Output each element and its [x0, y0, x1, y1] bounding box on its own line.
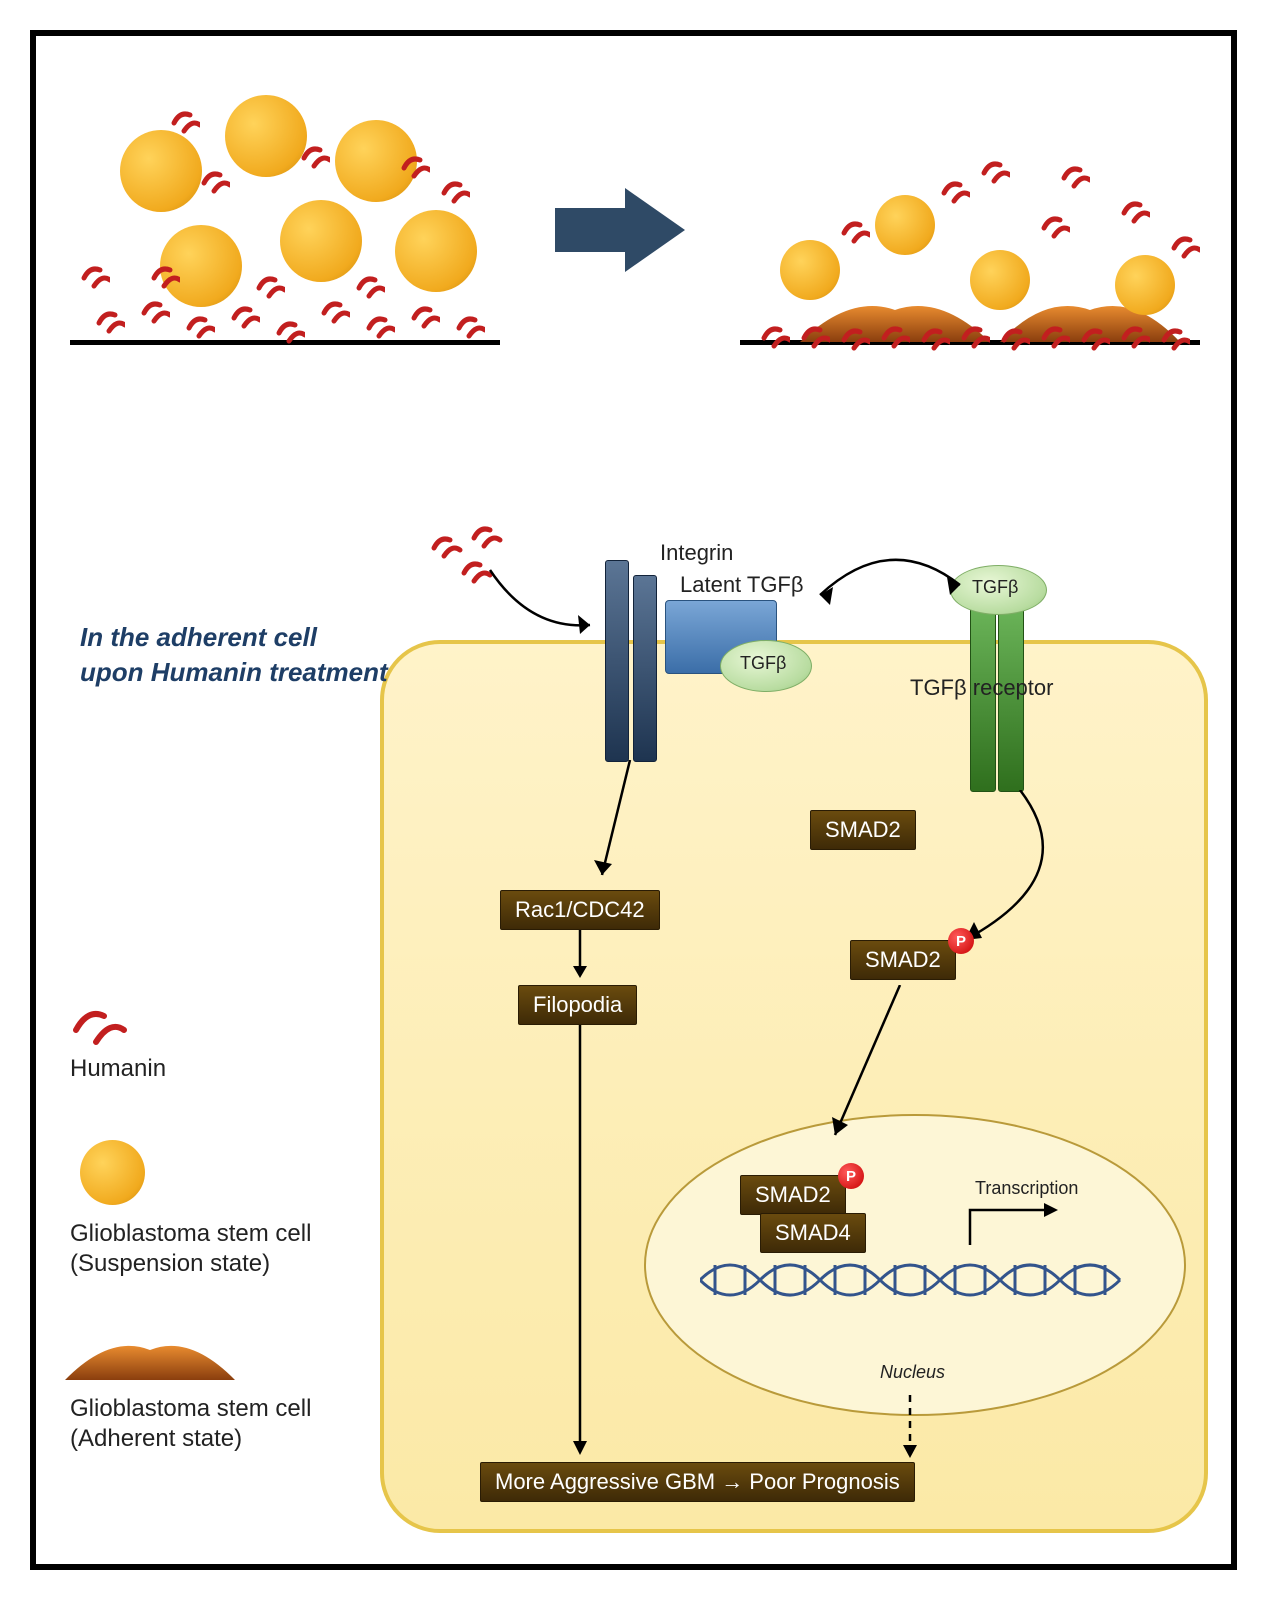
legend-humanin-icon	[70, 1000, 130, 1050]
humanin-icon	[400, 150, 430, 180]
humanin-icon	[1040, 320, 1070, 350]
integrin-label: Integrin	[660, 540, 733, 566]
humanin-icon	[880, 320, 910, 350]
humanin-icon	[920, 322, 950, 352]
stem-cell	[280, 200, 362, 282]
humanin-icon	[800, 320, 830, 350]
arrow-humanin-integrin	[480, 560, 610, 650]
stem-cell	[120, 130, 202, 212]
humanin-icon	[365, 310, 395, 340]
tgfb-receptor-label: TGFβ receptor	[910, 675, 1053, 701]
stem-cell	[225, 95, 307, 177]
humanin-icon	[1160, 322, 1190, 352]
arrow-receptor-smad2p	[920, 790, 1090, 960]
humanin-icon	[410, 300, 440, 330]
humanin-icon	[275, 315, 305, 345]
caption-line2: upon Humanin treatment	[80, 655, 388, 690]
humanin-icon	[1000, 322, 1030, 352]
stem-cell	[395, 210, 477, 292]
humanin-icon	[1170, 230, 1200, 260]
transcription-arrow-icon	[960, 1195, 1070, 1255]
phospho-badge-nucleus: P	[838, 1163, 864, 1189]
humanin-icon	[440, 175, 470, 205]
humanin-icon	[1040, 210, 1070, 240]
humanin-icon	[470, 520, 510, 560]
arrow-smad2p-nucleus	[820, 985, 920, 1155]
integrin-right	[633, 575, 657, 762]
nucleus-smad2-box: SMAD2	[740, 1175, 846, 1215]
stem-cell	[970, 250, 1030, 310]
transcription-label: Transcription	[975, 1178, 1078, 1199]
legend-adherent-l2: (Adherent state)	[70, 1425, 242, 1453]
humanin-icon	[170, 105, 200, 135]
tgfb-label-2: TGFβ	[972, 577, 1018, 598]
humanin-icon	[1080, 322, 1110, 352]
arrow-filopodia-outcome	[570, 1025, 590, 1460]
nucleus-label: Nucleus	[880, 1362, 945, 1383]
legend-adherent-icon	[65, 1340, 235, 1385]
arrow-integrin-rac1	[590, 760, 650, 890]
humanin-icon	[255, 270, 285, 300]
humanin-icon	[200, 165, 230, 195]
humanin-icon	[980, 155, 1010, 185]
dna-icon	[700, 1250, 1140, 1310]
diagram-frame: Integrin Latent TGFβ TGFβ TGFβ TGFβ rece…	[0, 0, 1267, 1600]
humanin-icon	[95, 305, 125, 335]
legend-humanin-label: Humanin	[70, 1055, 166, 1083]
arrow-tgfb-release	[810, 540, 970, 620]
legend-suspension-l2: (Suspension state)	[70, 1250, 270, 1278]
humanin-icon	[185, 310, 215, 340]
smad2-box: SMAD2	[810, 810, 916, 850]
humanin-icon	[940, 175, 970, 205]
arrow-rac1-filopodia	[570, 930, 590, 985]
transition-arrow-icon	[555, 180, 695, 280]
arrow-nucleus-outcome	[900, 1395, 920, 1465]
rac1-box: Rac1/CDC42	[500, 890, 660, 930]
humanin-icon	[320, 295, 350, 325]
humanin-icon	[960, 320, 990, 350]
phospho-badge: P	[948, 928, 974, 954]
humanin-icon	[230, 300, 260, 330]
humanin-icon	[300, 140, 330, 170]
humanin-icon	[760, 320, 790, 350]
stem-cell	[875, 195, 935, 255]
humanin-icon	[355, 270, 385, 300]
tgfb-label-1: TGFβ	[740, 653, 786, 674]
humanin-icon	[840, 322, 870, 352]
latent-tgfb-label: Latent TGFβ	[680, 572, 804, 598]
stem-cell	[1115, 255, 1175, 315]
smad2p-box: SMAD2	[850, 940, 956, 980]
humanin-icon	[1060, 160, 1090, 190]
legend-stemcell-icon	[80, 1140, 145, 1205]
humanin-icon	[1120, 320, 1150, 350]
filopodia-box: Filopodia	[518, 985, 637, 1025]
stem-cell	[780, 240, 840, 300]
legend-adherent-l1: Glioblastoma stem cell	[70, 1395, 311, 1423]
legend-suspension-l1: Glioblastoma stem cell	[70, 1220, 311, 1248]
caption-line1: In the adherent cell	[80, 620, 317, 655]
outcome-box: More Aggressive GBM → Poor Prognosis	[480, 1462, 915, 1502]
humanin-icon	[150, 260, 180, 290]
humanin-icon	[455, 310, 485, 340]
humanin-icon	[1120, 195, 1150, 225]
humanin-icon	[140, 295, 170, 325]
humanin-icon	[80, 260, 110, 290]
nucleus-smad4-box: SMAD4	[760, 1213, 866, 1253]
humanin-icon	[840, 215, 870, 245]
